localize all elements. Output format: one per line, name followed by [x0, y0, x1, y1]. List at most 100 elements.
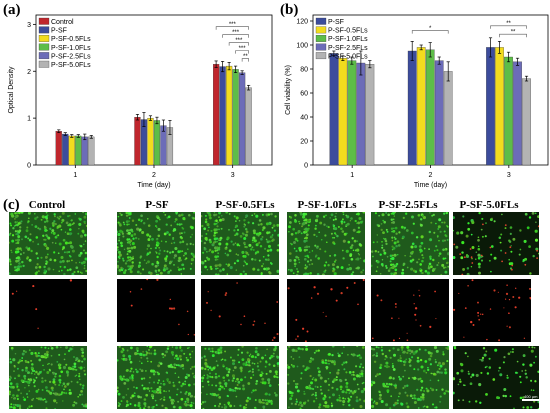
legend-label: P-SF-0.5FLs [51, 36, 91, 43]
bar [62, 133, 69, 166]
significance-bracket [222, 34, 249, 38]
micrograph-merged [117, 212, 195, 275]
bar [504, 56, 513, 166]
micrograph-dead [453, 279, 531, 342]
x-tick-label: 3 [231, 172, 235, 179]
significance-label: ** [506, 21, 511, 27]
bar [416, 47, 426, 166]
bar [522, 78, 531, 166]
significance-bracket [228, 42, 249, 46]
micrograph-dead [201, 279, 279, 342]
micrograph-column-title: P-SF-0.5FLs [215, 199, 275, 211]
legend-label: P-SF-1.0FLs [51, 45, 91, 52]
legend-swatch [38, 60, 50, 68]
micrograph-texture [287, 346, 365, 409]
legend-swatch [315, 52, 327, 60]
significance-label: *** [235, 38, 243, 44]
bar [356, 62, 366, 166]
significance-bracket [499, 33, 527, 38]
micrograph-dead [371, 279, 449, 342]
micrograph-live [371, 346, 449, 409]
y-tick-label: 0 [27, 163, 31, 170]
bar [338, 58, 348, 166]
micrograph-live [9, 346, 87, 409]
bar [347, 60, 357, 166]
x-tick-label: 2 [429, 172, 433, 179]
legend-label: Control [51, 19, 74, 26]
panel-label-c: (c) [3, 197, 20, 213]
legend-swatch [38, 17, 50, 25]
y-tick-label: 3 [27, 22, 31, 29]
significance-label: *** [239, 46, 247, 52]
significance-label: *** [229, 22, 237, 28]
bar [153, 120, 161, 166]
scale-bar [522, 399, 544, 401]
legend-label: P-SF [328, 19, 344, 26]
micrograph-texture [9, 346, 87, 409]
x-tick-label: 2 [152, 172, 156, 179]
legend-swatch [38, 26, 50, 34]
legend-label: P-SF-0.5FLs [328, 28, 368, 35]
bar [226, 65, 233, 166]
micrograph-texture [9, 212, 87, 275]
legend-label: P-SF-2.5FLs [51, 53, 91, 60]
bar [232, 69, 239, 166]
micrograph-texture [11, 279, 73, 330]
bar [425, 49, 435, 166]
bar [88, 136, 95, 166]
legend-swatch [315, 43, 327, 51]
bar [513, 61, 522, 166]
significance-bracket [490, 25, 527, 29]
bar [239, 72, 246, 166]
micrograph-column-title: P-SF [145, 199, 169, 211]
micrograph-live [453, 346, 539, 409]
micrograph-live [287, 346, 365, 409]
micrograph-column-title: P-SF-2.5FLs [378, 199, 438, 211]
chart-cell-viability: 0 20 40 60 80 100 120 Cell viability (%) Time (d… [285, 14, 549, 189]
y-tick-label: 120 [296, 19, 308, 26]
bar [147, 117, 154, 166]
micrograph-column-title: Control [28, 199, 66, 211]
bar [75, 135, 82, 166]
micrograph-merged [201, 212, 279, 275]
y-tick-label: 40 [300, 115, 308, 122]
micrograph-texture [201, 346, 279, 409]
significance-label: ** [243, 54, 248, 60]
x-tick-label: 3 [507, 172, 511, 179]
micrograph-merged [9, 212, 87, 275]
micrograph-texture [205, 282, 279, 341]
legend-swatch [38, 52, 50, 60]
legend-label: P-SF [51, 28, 67, 35]
micrograph-column-title: P-SF-5.0FLs [459, 199, 519, 211]
legend-swatch [315, 26, 327, 34]
significance-bracket [235, 50, 249, 54]
micrograph-merged [287, 212, 365, 275]
y-tick-label: 0 [304, 163, 308, 170]
bar [365, 64, 375, 166]
micrograph-live [117, 346, 195, 409]
micrograph-texture [287, 279, 365, 342]
micrograph-texture [117, 346, 195, 409]
micrograph-texture [453, 346, 539, 409]
chart-optical-density: 0 1 2 3 Optical Density Time (day) 1 2 3 Control P… [8, 14, 273, 189]
y-tick-label: 100 [296, 43, 308, 50]
bar [213, 64, 220, 166]
bar [407, 50, 417, 166]
micrograph-texture [287, 212, 365, 275]
significance-label: * [429, 26, 432, 32]
y-tick-label: 2 [27, 69, 31, 76]
micrograph-merged [371, 212, 449, 275]
micrograph-live [201, 346, 279, 409]
bar [434, 60, 444, 166]
x-tick-label: 1 [73, 172, 77, 179]
micrograph-merged [453, 212, 539, 275]
bar [245, 87, 252, 166]
y-axis-label: Cell viability (%) [285, 65, 292, 115]
x-axis-label: Time (day) [137, 182, 170, 189]
panel-label-b: (b) [280, 2, 299, 18]
bar [219, 66, 226, 166]
micrograph-texture [371, 212, 449, 275]
bar [329, 53, 339, 166]
legend-label: P-SF-5.0FLs [51, 62, 91, 69]
y-axis-label: Optical Density [8, 66, 15, 114]
